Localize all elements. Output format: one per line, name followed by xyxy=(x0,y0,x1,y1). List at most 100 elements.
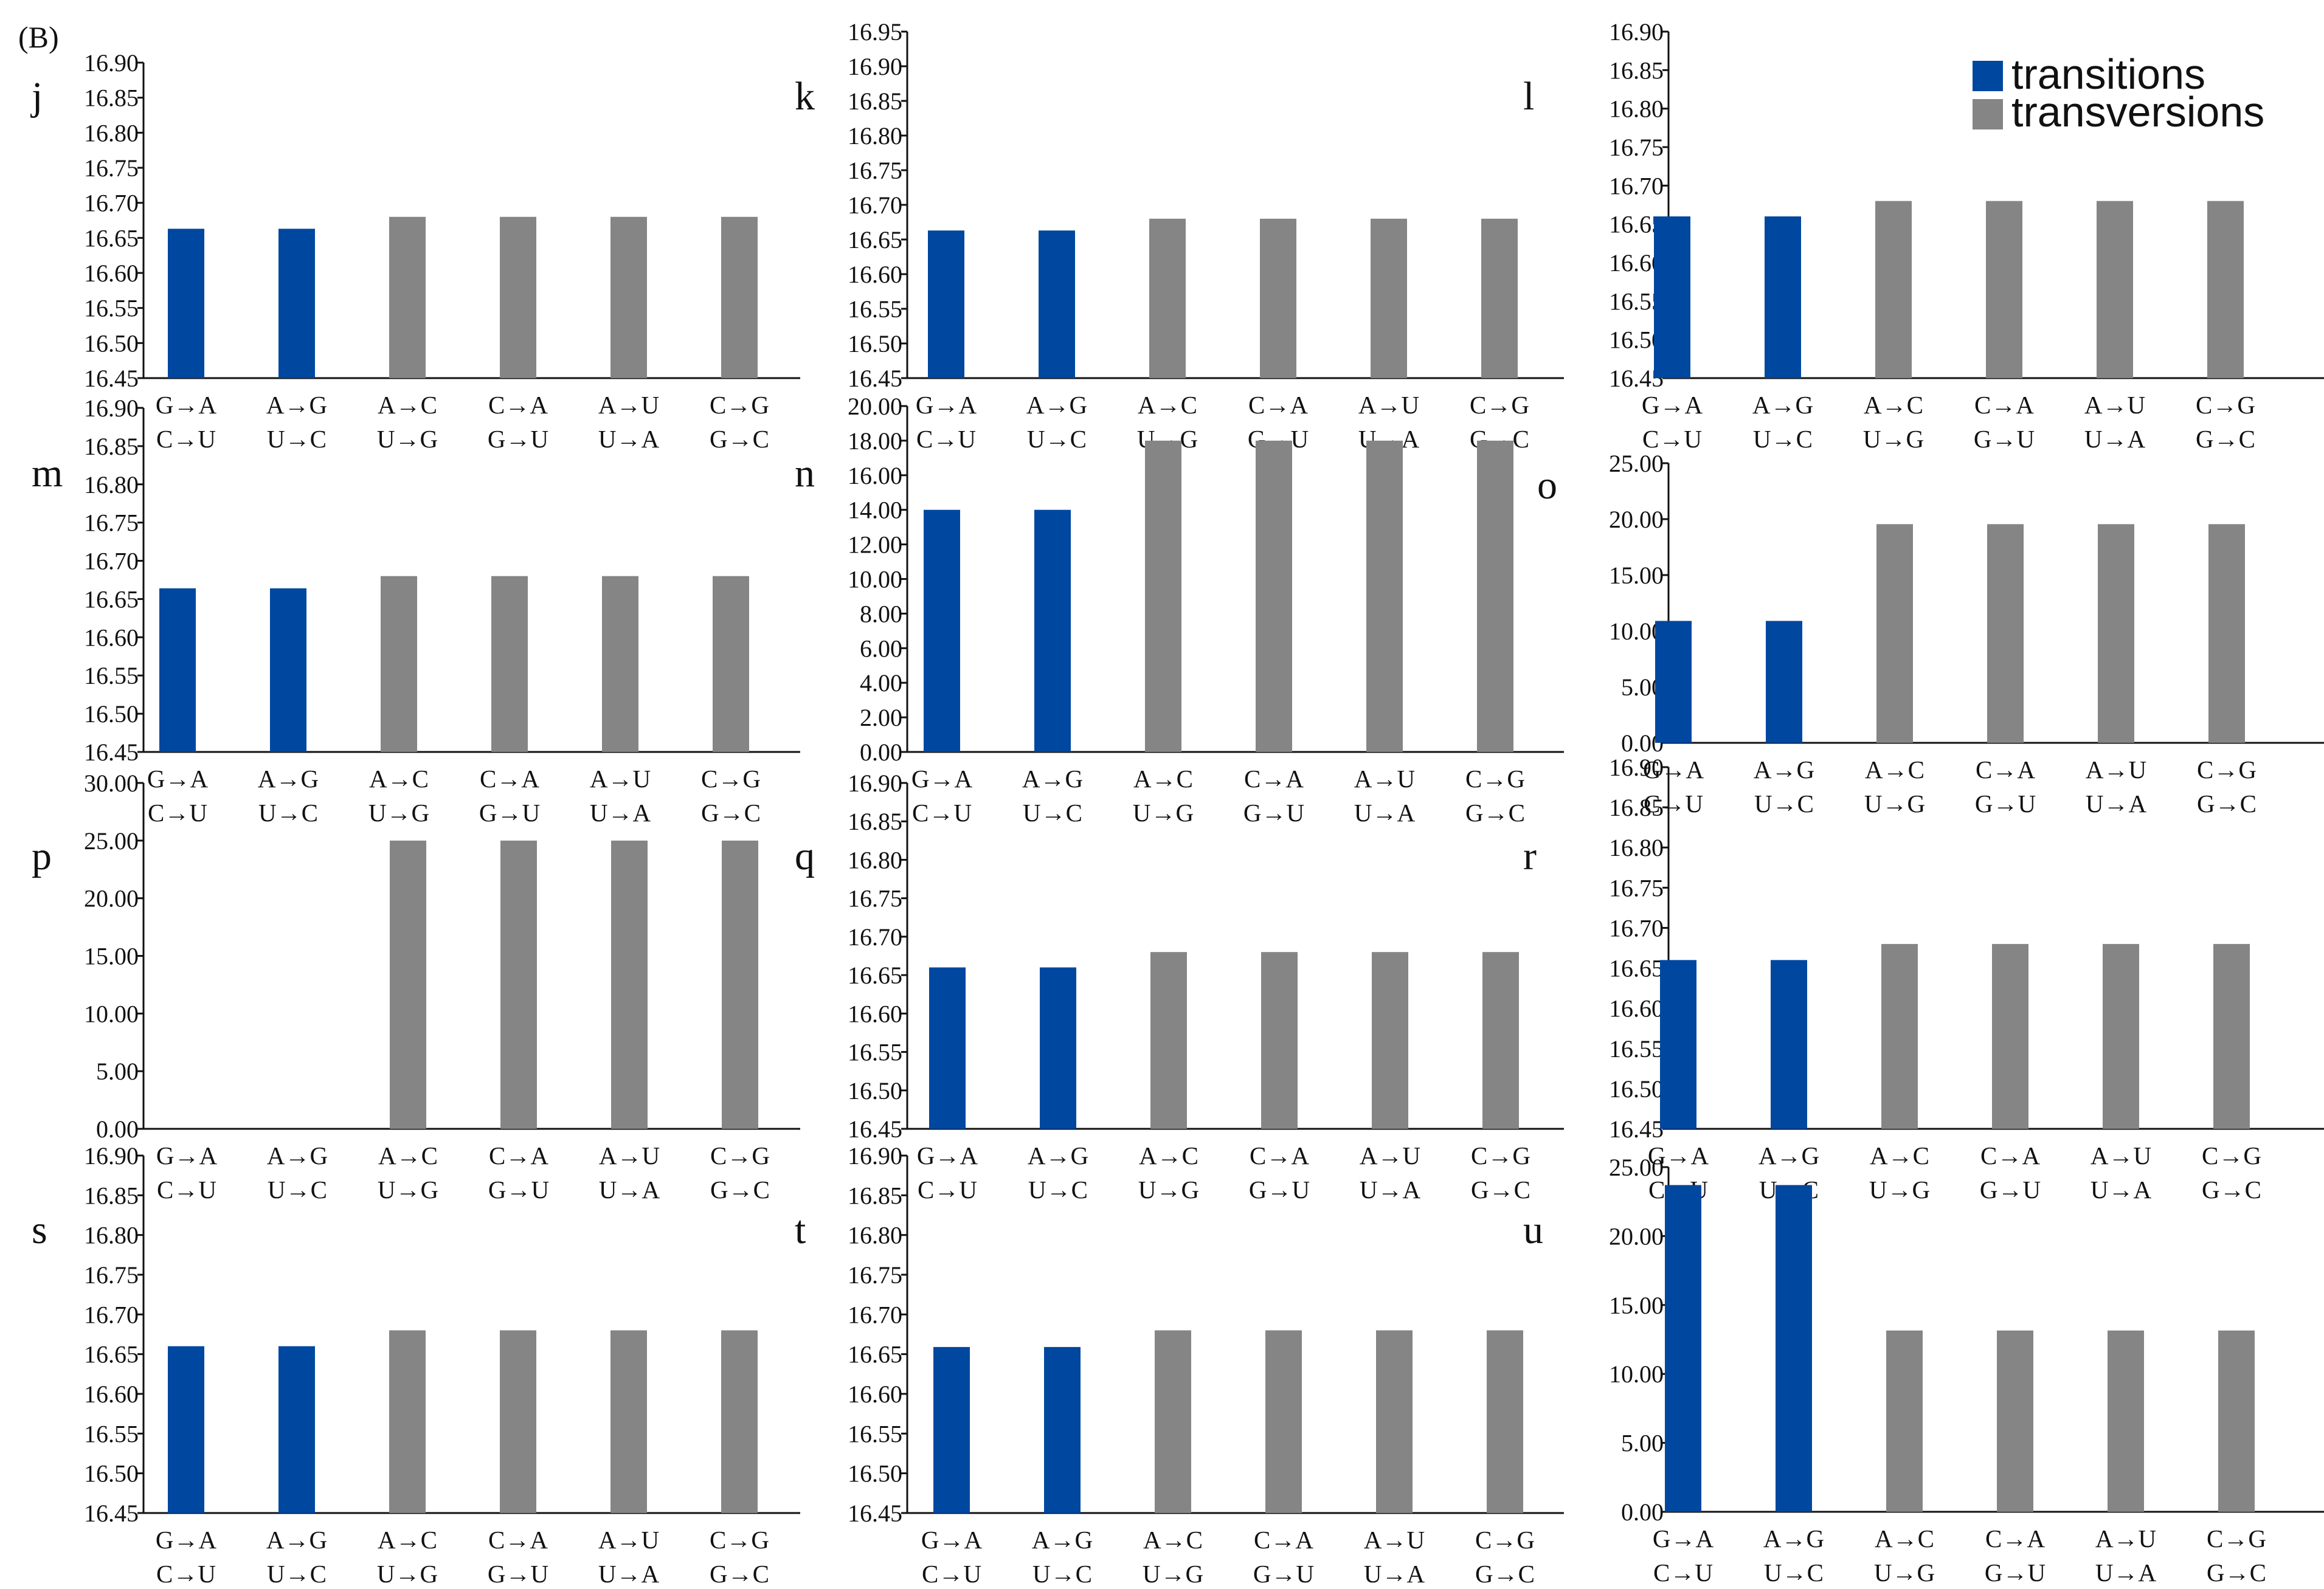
y-tick-label: 16.70 xyxy=(84,1301,139,1328)
bar-s-5 xyxy=(721,1330,758,1513)
y-tick-label: 16.60 xyxy=(848,1380,902,1408)
y-tick-label: 16.50 xyxy=(1609,1075,1664,1103)
x-category-label: A→G xyxy=(258,765,319,793)
y-tick-label: 16.75 xyxy=(848,157,902,184)
bar-p-5 xyxy=(722,840,758,1129)
x-category-label: C→U xyxy=(1653,1559,1713,1587)
x-category-label: A→G xyxy=(1763,1525,1824,1553)
x-category-label: C→G xyxy=(710,1526,769,1554)
x-category-label: U→G xyxy=(1874,1559,1935,1587)
panel-s: 16.45 16.50 16.55 16.60 16.65 16.70 16.75 16.80… xyxy=(32,1142,800,1588)
y-tick-label: 30.00 xyxy=(84,770,139,797)
bar-m-2 xyxy=(381,576,417,752)
panel-q: 16.45 16.50 16.55 16.60 16.65 16.70 16.75 16.80… xyxy=(795,770,1564,1204)
panel-label: t xyxy=(795,1208,806,1252)
bar-u-4 xyxy=(2108,1330,2144,1512)
bar-l-4 xyxy=(2097,201,2133,378)
x-category-label: G→C xyxy=(2196,425,2255,453)
y-tick-label: 10.00 xyxy=(84,1000,139,1027)
y-tick-label: 4.00 xyxy=(860,669,902,697)
x-category-label: C→U xyxy=(916,425,976,453)
y-tick-label: 16.70 xyxy=(84,190,139,217)
y-tick-label: 16.75 xyxy=(1609,874,1664,901)
bar-n-4 xyxy=(1366,440,1403,752)
x-category-label: G→A xyxy=(1648,1142,1709,1170)
bar-j-4 xyxy=(610,216,647,378)
x-category-label: C→A xyxy=(489,1142,548,1170)
bar-m-3 xyxy=(491,576,528,752)
y-tick-label: 16.85 xyxy=(1609,794,1664,821)
y-tick-label: 16.80 xyxy=(1609,95,1664,123)
x-category-label: A→G xyxy=(1022,765,1083,793)
y-tick-label: 16.65 xyxy=(848,1341,902,1368)
x-category-label: U→C xyxy=(1023,799,1082,827)
y-tick-label: 15.00 xyxy=(1609,1292,1664,1319)
bar-l-3 xyxy=(1986,201,2022,378)
legend: transitions transversions xyxy=(1973,50,2264,136)
bar-r-1 xyxy=(1771,960,1807,1129)
y-tick-label: 16.60 xyxy=(84,624,139,651)
y-tick-label: 0.00 xyxy=(1621,1498,1664,1526)
x-category-label: C→G xyxy=(1465,765,1525,793)
bar-m-1 xyxy=(270,588,306,752)
legend-swatch-transitions xyxy=(1973,61,2003,91)
x-category-label: A→U xyxy=(598,391,659,419)
x-category-label: A→G xyxy=(1032,1526,1093,1554)
y-tick-label: 16.65 xyxy=(84,585,139,613)
bar-t-4 xyxy=(1376,1330,1413,1513)
bar-r-5 xyxy=(2213,943,2250,1129)
y-tick-label: 16.85 xyxy=(848,1182,902,1209)
bar-l-2 xyxy=(1875,201,1912,378)
y-tick-label: 16.60 xyxy=(1609,995,1664,1022)
x-category-label: U→A xyxy=(2084,425,2146,453)
bar-o-0 xyxy=(1655,621,1692,743)
panel-label: q xyxy=(795,834,815,878)
legend-swatch-transversions xyxy=(1973,99,2003,129)
y-tick-label: 16.55 xyxy=(848,295,902,323)
y-tick-label: 16.65 xyxy=(848,226,902,253)
bar-m-0 xyxy=(159,588,196,752)
panel-label: s xyxy=(32,1208,47,1252)
x-category-label: G→A xyxy=(911,765,973,793)
y-tick-label: 16.50 xyxy=(84,700,139,728)
x-category-label: U→A xyxy=(1360,1176,1421,1204)
y-tick-label: 16.50 xyxy=(84,1460,139,1487)
y-tick-label: 2.00 xyxy=(860,704,902,731)
bar-u-1 xyxy=(1776,1185,1812,1512)
x-category-label: U→C xyxy=(1764,1559,1824,1587)
x-category-label: A→U xyxy=(2091,1142,2151,1170)
y-tick-label: 16.75 xyxy=(84,1261,139,1289)
y-tick-label: 16.55 xyxy=(84,662,139,689)
x-category-label: G→A xyxy=(1642,391,1703,419)
panel-label: j xyxy=(30,74,43,119)
x-category-label: A→G xyxy=(1752,391,1813,419)
y-tick-label: 16.95 xyxy=(848,18,902,46)
bar-s-3 xyxy=(500,1330,536,1513)
y-tick-label: 16.45 xyxy=(84,739,139,766)
y-tick-label: 5.00 xyxy=(1621,1430,1664,1457)
x-category-label: G→A xyxy=(916,391,977,419)
bar-u-0 xyxy=(1665,1185,1701,1512)
x-category-label: G→C xyxy=(1471,1176,1530,1204)
panel-u: 0.00 5.00 10.00 15.00 20.00 25.00 G→A C→U A→G U→C… xyxy=(1523,1154,2324,1587)
x-category-label: U→G xyxy=(378,1176,438,1204)
x-category-label: A→G xyxy=(266,1526,327,1554)
y-tick-label: 16.45 xyxy=(84,365,139,392)
x-category-label: U→A xyxy=(1354,799,1416,827)
x-category-label: A→U xyxy=(1360,1142,1420,1170)
y-tick-label: 8.00 xyxy=(860,600,902,627)
y-tick-label: 16.80 xyxy=(84,119,139,146)
panel-label: o xyxy=(1537,463,1557,508)
x-category-label: A→G xyxy=(266,391,327,419)
x-category-label: G→C xyxy=(2197,790,2257,818)
panel-label: n xyxy=(795,451,815,495)
x-category-label: C→G xyxy=(710,1142,770,1170)
x-category-label: U→A xyxy=(590,799,651,827)
x-category-label: A→G xyxy=(1759,1142,1819,1170)
x-category-label: C→A xyxy=(1974,391,2034,419)
x-category-label: G→U xyxy=(479,799,540,827)
x-category-label: C→A xyxy=(1980,1142,2040,1170)
y-tick-label: 16.50 xyxy=(84,329,139,357)
x-category-label: C→U xyxy=(148,799,207,827)
bar-o-5 xyxy=(2208,524,2245,743)
